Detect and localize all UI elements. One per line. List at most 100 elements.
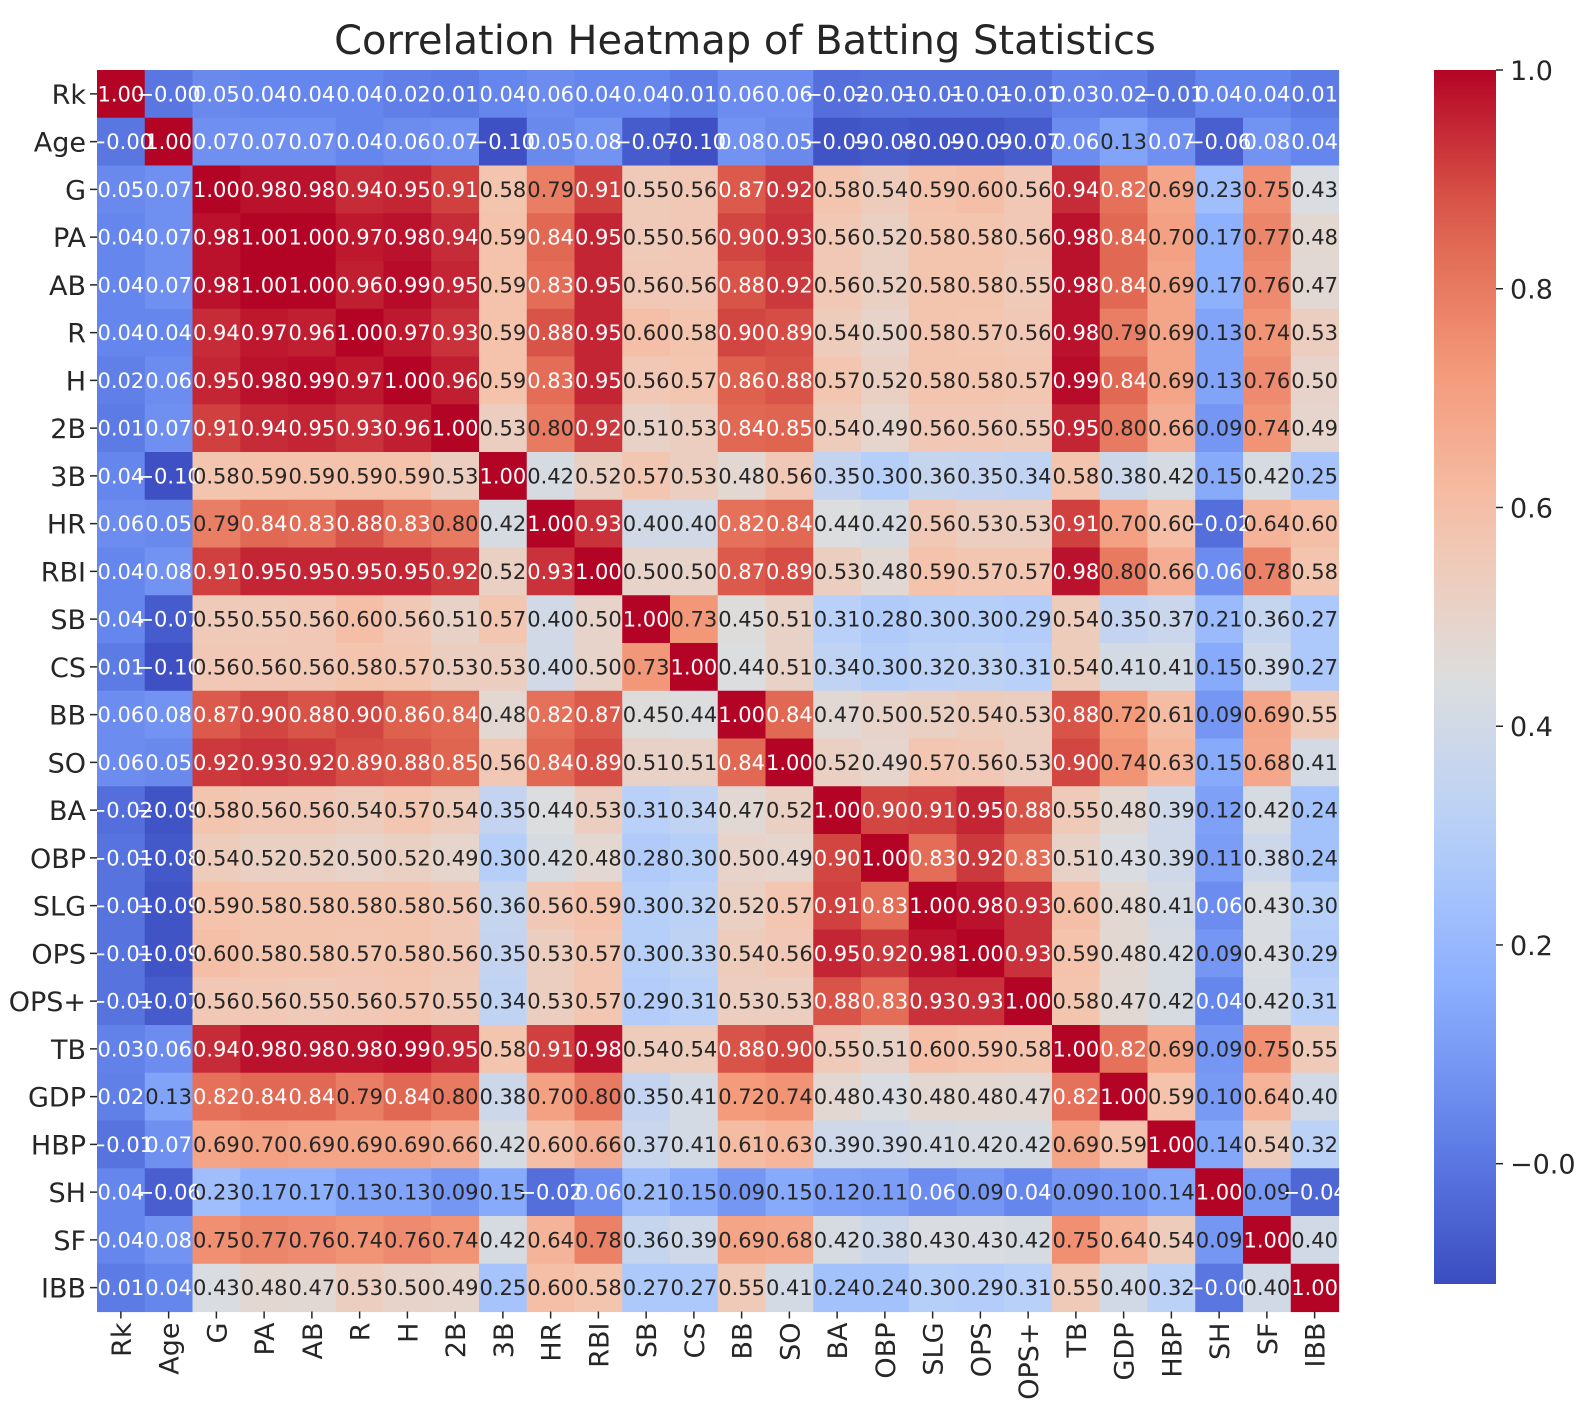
heatmap-cell-PA-RBI xyxy=(574,213,623,262)
cell-value-label-HR-OPS+: 0.53 xyxy=(1005,512,1052,536)
cell-value-label-Age-TB: 0.06 xyxy=(1052,130,1099,154)
heatmap-cell-Rk-R xyxy=(335,70,385,119)
heatmap-cell-SB-BA xyxy=(813,595,862,644)
cell-value-label-SLG-SB: 0.30 xyxy=(623,894,670,918)
heatmap-cell-SLG-OPS xyxy=(956,881,1005,931)
heatmap-cell-G-R xyxy=(335,165,385,214)
heatmap-cell-AB-H xyxy=(383,261,432,310)
heatmap-cell-PA-TB xyxy=(1052,213,1101,262)
heatmap-cell-PA-OBP xyxy=(861,213,910,262)
cell-value-label-HBP-PA: 0.70 xyxy=(241,1133,288,1157)
cell-value-label-PA-HR: 0.84 xyxy=(527,226,574,250)
cell-value-label-SO-HBP: 0.63 xyxy=(1148,751,1195,775)
heatmap-cell-Rk-OPS xyxy=(956,70,1005,119)
y-tick-label-OBP: OBP xyxy=(30,844,86,875)
heatmap-cell-2B-HR xyxy=(526,404,576,453)
heatmap-cell-SB-RBI xyxy=(574,595,623,644)
cell-value-label-CS-GDP: 0.41 xyxy=(1100,655,1147,679)
cell-value-label-Rk-AB: 0.04 xyxy=(288,82,335,106)
cell-value-label-OBP-CS: 0.30 xyxy=(670,846,717,870)
heatmap-cell-IBB-TB xyxy=(1052,1263,1101,1313)
heatmap-cell-OPS+-Age xyxy=(144,977,194,1026)
heatmap-cell-HBP-CS xyxy=(670,1120,719,1169)
cell-value-label-SF-HR: 0.64 xyxy=(527,1228,574,1252)
heatmap-cell-2B-PA xyxy=(240,404,289,453)
cell-value-label-OPS-OBP: 0.92 xyxy=(861,942,908,966)
heatmap-cell-R-IBB xyxy=(1290,308,1340,358)
y-tick-label-PA: PA xyxy=(53,223,87,254)
cell-value-label-HBP-H: 0.69 xyxy=(384,1133,431,1157)
x-tick-label-SB: SB xyxy=(632,1323,663,1359)
cell-value-label-GDP-OPS: 0.48 xyxy=(957,1085,1004,1109)
cell-value-label-RBI-SB: 0.50 xyxy=(623,560,670,584)
heatmap-cell-SF-SB xyxy=(622,1216,671,1265)
cell-value-label-BA-SH: 0.12 xyxy=(1196,799,1243,823)
cell-value-label-SO-SLG: 0.57 xyxy=(909,751,956,775)
cell-value-label-Rk-GDP: 0.02 xyxy=(1100,82,1147,106)
chart-title: Correlation Heatmap of Batting Statistic… xyxy=(334,18,1156,64)
cell-value-label-BB-TB: 0.88 xyxy=(1052,703,1099,727)
x-tick-label-Rk: Rk xyxy=(107,1322,138,1357)
heatmap-cell-HR-R xyxy=(335,499,385,549)
heatmap-cell-SH-CS xyxy=(670,1168,719,1217)
cell-value-label-GDP-OBP: 0.43 xyxy=(861,1085,908,1109)
cell-value-label-RBI-TB: 0.98 xyxy=(1052,560,1099,584)
cell-value-label-G-SLG: 0.59 xyxy=(909,178,956,202)
cell-value-label-PA-BB: 0.90 xyxy=(718,226,765,250)
heatmap-cell-R-Age xyxy=(144,308,194,358)
heatmap-cell-SF-R xyxy=(335,1216,385,1265)
y-tick-label-H: H xyxy=(66,366,86,397)
heatmap-cell-Rk-2B xyxy=(431,70,480,119)
heatmap-cell-BA-OPS+ xyxy=(1004,786,1053,835)
heatmap-cell-OBP-PA xyxy=(240,834,289,883)
cell-value-label-RBI-GDP: 0.80 xyxy=(1100,560,1147,584)
heatmap-cell-2B-SB xyxy=(622,404,671,453)
heatmap-cell-OBP-SO xyxy=(765,834,814,883)
heatmap-cell-OBP-H xyxy=(383,834,432,883)
cell-value-label-OPS-TB: 0.59 xyxy=(1052,942,1099,966)
cell-value-label-SLG-OBP: 0.83 xyxy=(861,894,908,918)
cell-value-label-SH-Rk: 0.04 xyxy=(97,1181,144,1205)
cell-value-label-BB-RBI: 0.87 xyxy=(575,703,622,727)
heatmap-cell-3B-SF xyxy=(1243,452,1292,501)
heatmap-cell-BB-3B xyxy=(479,690,528,740)
x-tick-label-RBI: RBI xyxy=(584,1323,615,1368)
heatmap-cell-IBB-CS xyxy=(670,1263,719,1313)
cell-value-label-BB-SH: 0.09 xyxy=(1196,703,1243,727)
cell-value-label-HBP-SB: 0.37 xyxy=(623,1133,670,1157)
heatmap-cell-SH-GDP xyxy=(1099,1168,1149,1217)
cell-value-label-SH-TB: 0.09 xyxy=(1052,1181,1099,1205)
heatmap-cell-G-Rk xyxy=(97,165,146,214)
heatmap-cell-SO-GDP xyxy=(1099,738,1149,787)
heatmap-cell-AB-OPS+ xyxy=(1004,261,1053,310)
heatmap-cell-SH-SLG xyxy=(908,1168,958,1217)
cell-value-label-R-SH: 0.13 xyxy=(1196,321,1243,345)
heatmap-cell-3B-OBP xyxy=(861,452,910,501)
heatmap-cell-2B-SO xyxy=(765,404,814,453)
cell-value-label-IBB-SB: 0.27 xyxy=(623,1276,670,1300)
cell-value-label-CS-HBP: 0.41 xyxy=(1148,655,1195,679)
heatmap-cell-GDP-SLG xyxy=(908,1072,958,1122)
cell-value-label-SLG-SO: 0.57 xyxy=(766,894,813,918)
heatmap-cell-SO-Rk xyxy=(97,738,146,787)
heatmap-cell-G-Age xyxy=(144,165,194,214)
cell-value-label-OBP-PA: 0.52 xyxy=(241,846,288,870)
heatmap-cell-3B-Rk xyxy=(97,452,146,501)
cell-value-label-AB-OPS+: 0.55 xyxy=(1005,273,1052,297)
heatmap-cell-GDP-CS xyxy=(670,1072,719,1122)
cell-value-label-IBB-G: 0.43 xyxy=(193,1276,240,1300)
cell-value-label-TB-GDP: 0.82 xyxy=(1100,1037,1147,1061)
y-tick-label-R: R xyxy=(67,319,86,350)
heatmap-cell-OPS-CS xyxy=(670,929,719,978)
cell-value-label-G-BB: 0.87 xyxy=(718,178,765,202)
heatmap-cell-BB-OPS xyxy=(956,690,1005,740)
cell-value-label-OBP-SB: 0.28 xyxy=(623,846,670,870)
cell-value-label-H-Age: 0.06 xyxy=(145,369,192,393)
cell-value-label-GDP-SB: 0.35 xyxy=(623,1085,670,1109)
cell-value-label-HBP-SLG: 0.41 xyxy=(909,1133,956,1157)
cell-value-label-Rk-2B: 0.01 xyxy=(432,82,479,106)
heatmap-cell-SH-Rk xyxy=(97,1168,146,1217)
heatmap-cell-GDP-Rk xyxy=(97,1072,146,1122)
cell-value-label-AB-GDP: 0.84 xyxy=(1100,273,1147,297)
heatmap-cell-CS-SH xyxy=(1195,643,1244,692)
